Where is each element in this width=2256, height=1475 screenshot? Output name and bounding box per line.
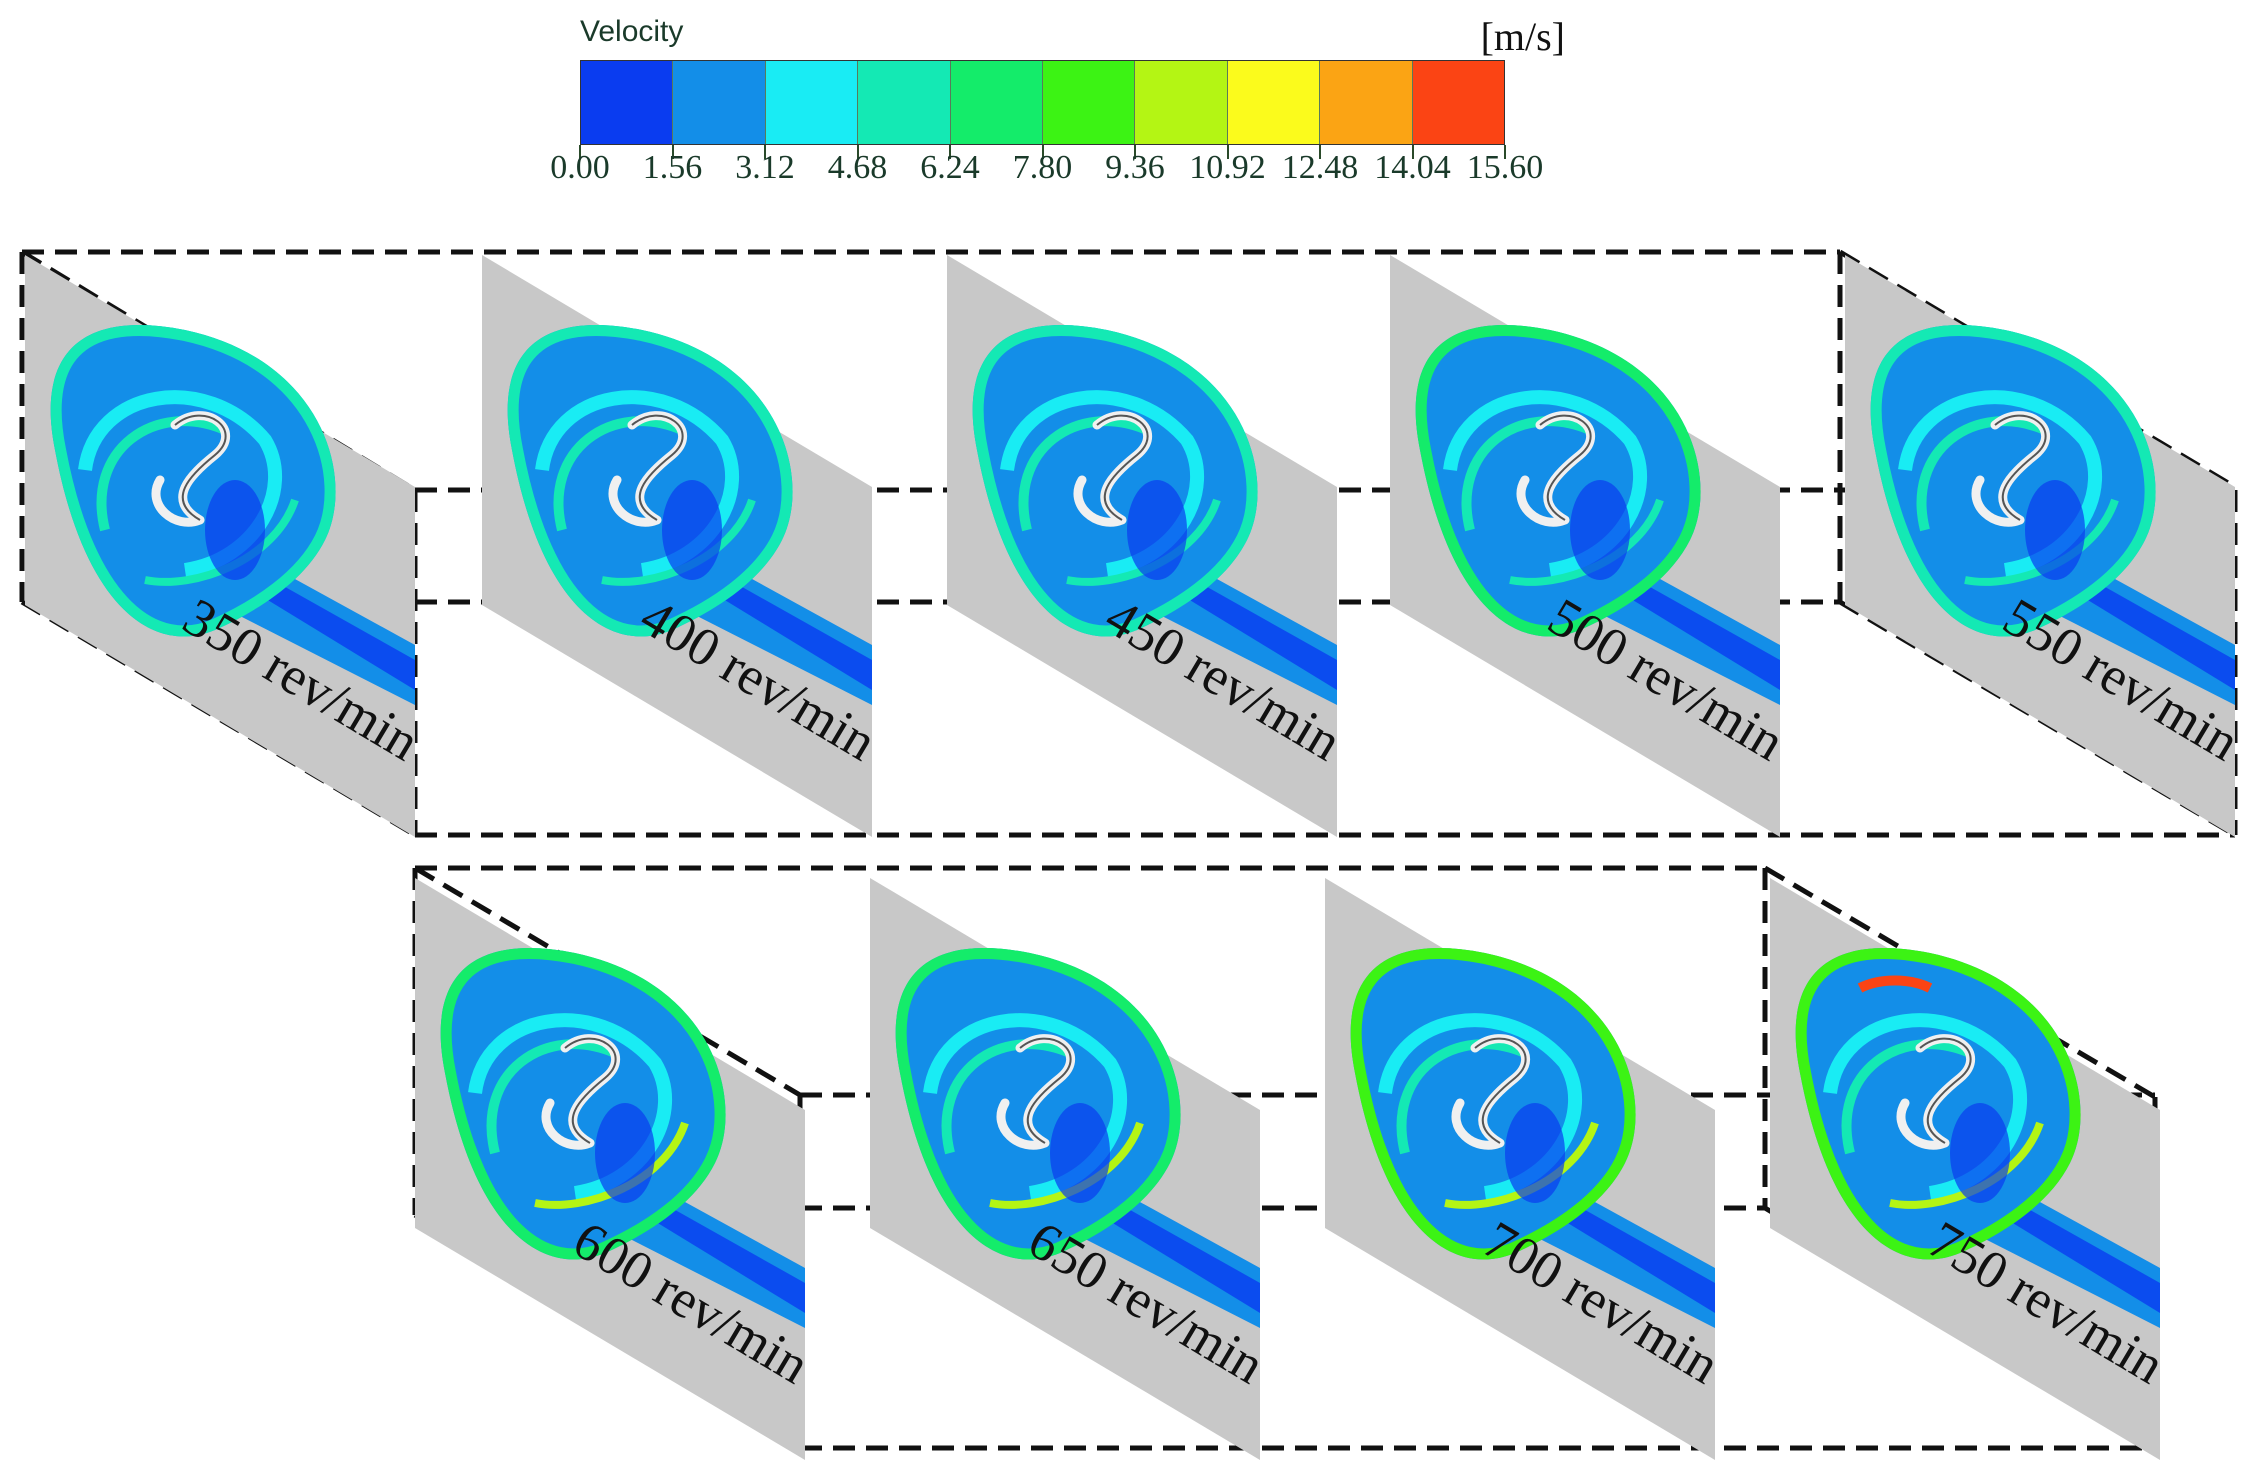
impeller-outline [1994, 414, 2047, 521]
head-rim-band [1870, 325, 2156, 637]
outlet-pipe-core [1080, 1193, 1260, 1313]
impeller-outline [1474, 1037, 1527, 1144]
legend-title: Velocity [580, 15, 684, 48]
legend-tick-mark [579, 145, 581, 159]
head-rim-band [507, 325, 793, 637]
legend-tick-label: 1.56 [642, 149, 703, 186]
velocity-panel: 550 rev/min [1845, 255, 2250, 837]
legend-ticks: 0.00 1.56 3.12 4.68 6.24 7.80 9.36 10.92 12.48 14… [535, 145, 1565, 195]
high-velocity-spot [1857, 975, 1933, 993]
outlet-pipe-core [235, 570, 415, 690]
impeller-outline [631, 414, 684, 521]
legend-tick-mark [1319, 145, 1321, 159]
swirl-band [1916, 416, 2047, 532]
head-rim-band [440, 948, 726, 1260]
impeller-outline [174, 414, 227, 521]
panels-group: 350 rev/min 400 rev/min 450 rev/min 500 rev… [25, 255, 2250, 1460]
legend-color-segment [1320, 61, 1413, 144]
legend-tick-label: 12.48 [1281, 149, 1359, 186]
legend-tick-mark [1134, 145, 1136, 159]
legend-color-segment [765, 61, 859, 144]
low-velocity-region [1570, 480, 1630, 580]
legend-unit: [m/s] [1480, 14, 1565, 59]
velocity-panel: 500 rev/min [1390, 255, 1795, 837]
low-velocity-region [1050, 1103, 1110, 1203]
legend-color-segment [1043, 61, 1136, 144]
velocity-panel: 350 rev/min [25, 255, 430, 837]
legend-tick-label: 15.60 [1466, 149, 1544, 186]
impeller-outline [564, 1037, 617, 1144]
head-rim-band [895, 948, 1181, 1260]
impeller-outline [1919, 1037, 1972, 1144]
legend-tick-label: 4.68 [827, 149, 888, 186]
impeller-outline [1539, 414, 1592, 521]
velocity-legend: Velocity [m/s] 0.00 1.56 3.12 4.68 6.24 7.80 9… [535, 5, 1565, 205]
head-rim-band [972, 325, 1258, 637]
outlet-pipe-core [692, 570, 872, 690]
legend-color-segment [1227, 61, 1321, 144]
velocity-panel: 700 rev/min [1325, 878, 1730, 1460]
legend-tick-label: 3.12 [735, 149, 795, 186]
head-rim-band [1795, 948, 2081, 1260]
legend-color-segment [1412, 61, 1505, 144]
swirl-band [1396, 1039, 1527, 1155]
legend-tick-label: 14.04 [1374, 149, 1451, 186]
swirl-band [553, 416, 684, 532]
outlet-pipe-core [625, 1193, 805, 1313]
legend-color-segment [950, 61, 1044, 144]
legend-tick-mark [1226, 145, 1229, 159]
swirl-band [941, 1039, 1072, 1155]
legend-tick-label: 7.80 [1012, 149, 1073, 186]
swirl-band [1461, 416, 1592, 532]
legend-color-segment [1135, 61, 1228, 144]
swirl-band [1841, 1039, 1972, 1155]
outlet-pipe-core [2055, 570, 2235, 690]
swirl-band [486, 1039, 617, 1155]
velocity-panel: 600 rev/min [415, 878, 820, 1460]
legend-color-segment [673, 61, 766, 144]
swirl-band [1018, 416, 1149, 532]
low-velocity-region [2025, 480, 2085, 580]
outlet-pipe-core [1980, 1193, 2160, 1313]
dashed-frame-edge [1838, 249, 2237, 490]
swirl-band [96, 416, 227, 532]
outlet-pipe-core [1535, 1193, 1715, 1313]
low-velocity-region [205, 480, 265, 580]
velocity-panel: 750 rev/min [1770, 878, 2175, 1460]
impeller-outline [1019, 1037, 1072, 1144]
low-velocity-region [662, 480, 722, 580]
legend-tick-mark [671, 145, 674, 159]
legend-colorbar [580, 60, 1505, 145]
legend-tick-mark [856, 145, 859, 159]
legend-tick-mark [1504, 145, 1506, 159]
velocity-panel: 650 rev/min [870, 878, 1275, 1460]
head-rim-band [1350, 948, 1636, 1260]
legend-tick-mark [764, 145, 766, 159]
low-velocity-region [1505, 1103, 1565, 1203]
legend-tick-label: 10.92 [1189, 149, 1266, 186]
low-velocity-region [595, 1103, 655, 1203]
legend-tick-mark [1411, 145, 1414, 159]
head-rim-band [1415, 325, 1701, 637]
legend-tick-label: 0.00 [550, 149, 610, 186]
legend-tick-mark [949, 145, 951, 159]
head-rim-band [50, 325, 336, 637]
velocity-panel: 450 rev/min [947, 255, 1352, 837]
velocity-panel: 400 rev/min [482, 255, 887, 837]
low-velocity-region [1127, 480, 1187, 580]
outlet-pipe-core [1600, 570, 1780, 690]
outlet-pipe-core [1157, 570, 1337, 690]
dashed-frame-edge [1763, 865, 2157, 1100]
legend-tick-label: 9.36 [1105, 149, 1165, 186]
low-velocity-region [1950, 1103, 2010, 1203]
legend-color-segment [581, 61, 674, 144]
dashed-frame-edge [413, 865, 802, 1098]
legend-tick-mark [1041, 145, 1044, 159]
impeller-outline [1096, 414, 1149, 521]
legend-color-segment [858, 61, 951, 144]
legend-tick-label: 6.24 [920, 149, 980, 186]
